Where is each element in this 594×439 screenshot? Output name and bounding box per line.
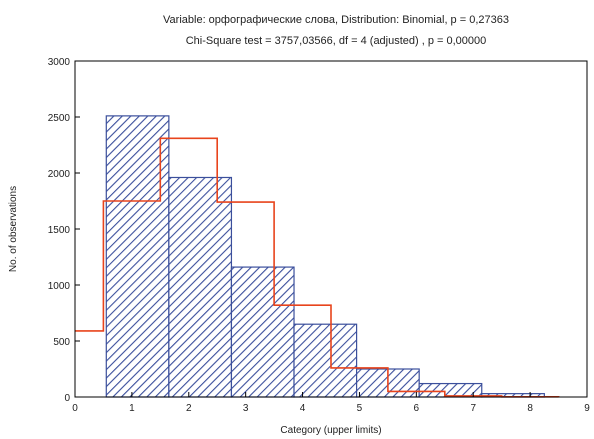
histogram-bar (168, 176, 233, 398)
x-tick-label: 5 (357, 403, 363, 414)
x-tick-label: 6 (414, 403, 420, 414)
x-tick-label: 7 (470, 403, 476, 414)
histogram-bar (418, 382, 483, 398)
plot-area: 0 1 2 3 4 5 6 7 8 9 0 500 1000 1500 2000 2500 3000 (48, 57, 590, 414)
histogram-bar (230, 266, 295, 398)
x-tick-label: 9 (584, 403, 590, 414)
histogram-bar (293, 323, 358, 398)
y-tick-label: 2500 (48, 113, 71, 124)
y-tick-label: 2000 (48, 169, 71, 180)
histogram-bar (105, 115, 170, 398)
y-tick-label: 0 (64, 393, 70, 404)
x-tick-label: 3 (243, 403, 249, 414)
x-tick-label: 0 (72, 403, 78, 414)
y-axis-label: No. of observations (8, 186, 19, 272)
chart-title: Variable: орфографические слова, Distrib… (163, 14, 509, 26)
x-tick-label: 1 (129, 403, 135, 414)
x-tick-label: 2 (186, 403, 192, 414)
x-axis-label: Category (upper limits) (280, 425, 381, 436)
x-tick-label: 8 (527, 403, 533, 414)
chart-subtitle: Chi-Square test = 3757,03566, df = 4 (ad… (186, 35, 487, 47)
y-tick-label: 1500 (48, 225, 71, 236)
x-tick-label: 4 (300, 403, 306, 414)
y-tick-label: 1000 (48, 281, 71, 292)
y-tick-label: 500 (53, 337, 70, 348)
y-tick-label: 3000 (48, 57, 71, 68)
expected-step-line (75, 137, 560, 398)
